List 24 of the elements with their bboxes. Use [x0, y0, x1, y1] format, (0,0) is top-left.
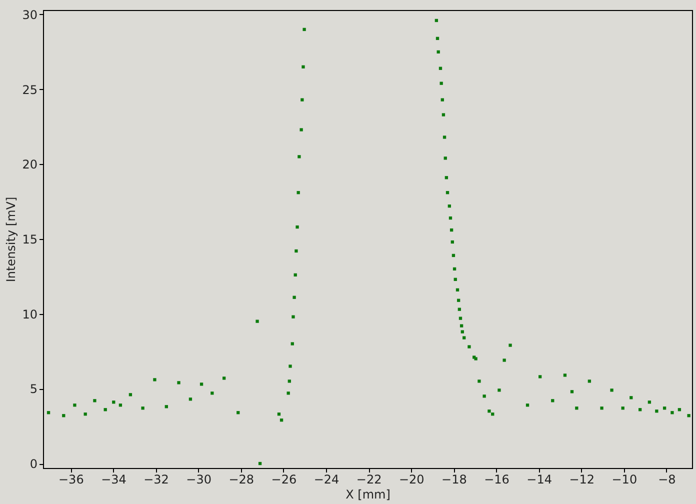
x-tick-label: −24	[314, 472, 340, 486]
y-tick-label: 15	[22, 232, 38, 246]
y-axis-title: Intensity [mV]	[4, 196, 18, 282]
y-tick-label: 20	[22, 158, 38, 172]
y-tick-label: 0	[30, 457, 38, 472]
x-tick-label: −20	[398, 472, 424, 486]
x-tick-label: −12	[569, 472, 595, 486]
x-tick-label: −8	[658, 472, 676, 486]
x-tick-label: −26	[271, 472, 297, 486]
x-tick-label: −30	[186, 472, 212, 486]
y-tick-label: 10	[22, 307, 38, 322]
x-tick-label: −14	[526, 472, 552, 486]
x-axis-title: X [mm]	[346, 488, 390, 502]
x-tick-label: −18	[442, 472, 467, 486]
y-tick-label: 5	[30, 382, 38, 396]
x-tick-label: −32	[144, 472, 169, 486]
x-tick-label: −36	[58, 472, 84, 486]
x-tick-label: −16	[484, 472, 510, 486]
y-tick-label: 30	[22, 8, 38, 22]
x-tick-label: −22	[356, 472, 382, 486]
x-tick-label: −28	[228, 472, 254, 486]
x-tick-label: −34	[101, 472, 126, 486]
y-tick-label: 25	[22, 82, 38, 97]
x-tick-label: −10	[612, 472, 638, 486]
